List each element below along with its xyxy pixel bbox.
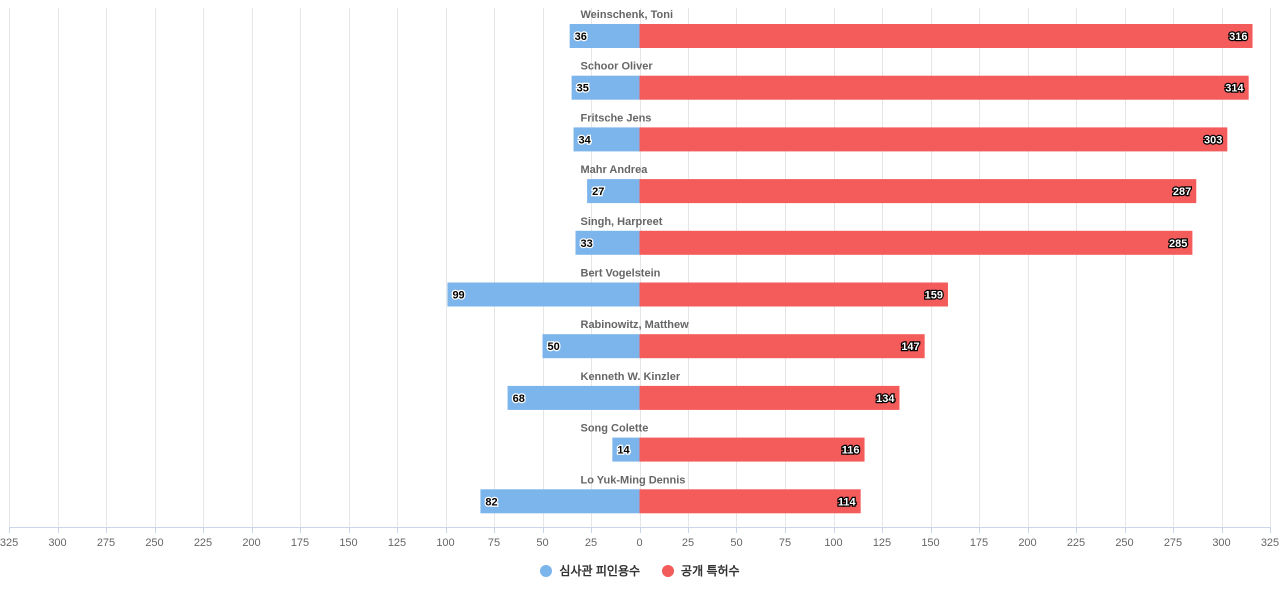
- data-label-published-patents: 303: [1204, 134, 1222, 146]
- category-label: Fritsche Jens: [581, 112, 652, 124]
- category-label: Schoor Oliver: [581, 61, 654, 73]
- category-label: Song Colette: [581, 423, 649, 435]
- data-label-examiner-citations: 50: [548, 341, 560, 353]
- bar-published-patents[interactable]: [639, 334, 925, 359]
- x-tick-label: 175: [970, 537, 988, 549]
- legend-item-published-patents[interactable]: 공개 특허수: [662, 562, 740, 579]
- bar-published-patents[interactable]: [639, 385, 900, 410]
- x-tick-label: 225: [194, 537, 212, 549]
- x-tick-label: 0: [636, 537, 642, 549]
- bar-published-patents[interactable]: [639, 282, 948, 307]
- x-tick-label: 100: [824, 537, 842, 549]
- data-label-published-patents: 134: [876, 393, 895, 405]
- bar-examiner-citations[interactable]: [480, 489, 640, 514]
- bar-examiner-citations[interactable]: [575, 230, 640, 255]
- bar-examiner-citations[interactable]: [587, 179, 640, 204]
- data-label-published-patents: 114: [838, 496, 857, 508]
- x-tick-label: 25: [682, 537, 694, 549]
- category-label: Weinschenk, Toni: [581, 9, 674, 21]
- data-label-examiner-citations: 27: [592, 186, 604, 198]
- x-tick-label: 125: [873, 537, 891, 549]
- x-tick-label: 250: [1115, 537, 1133, 549]
- x-tick-label: 50: [536, 537, 548, 549]
- bar-examiner-citations[interactable]: [612, 437, 640, 462]
- data-label-published-patents: 287: [1173, 186, 1191, 198]
- category-label: Mahr Andrea: [581, 164, 649, 176]
- x-tick-label: 150: [921, 537, 939, 549]
- x-tick-label: 225: [1067, 537, 1085, 549]
- data-label-examiner-citations: 82: [485, 496, 497, 508]
- bar-examiner-citations[interactable]: [571, 75, 640, 100]
- category-label: Rabinowitz, Matthew: [581, 319, 690, 331]
- x-tick-label: 175: [291, 537, 309, 549]
- bar-examiner-citations[interactable]: [447, 282, 640, 307]
- legend: 심사관 피인용수 공개 특허수: [0, 562, 1280, 579]
- bar-published-patents[interactable]: [639, 437, 865, 462]
- data-label-published-patents: 285: [1169, 238, 1187, 250]
- x-tick-label: 275: [1164, 537, 1182, 549]
- legend-dot-red: [662, 564, 675, 577]
- category-label: Kenneth W. Kinzler: [581, 371, 681, 383]
- bar-examiner-citations[interactable]: [507, 385, 640, 410]
- x-tick-label: 300: [48, 537, 66, 549]
- x-tick-label: 75: [488, 537, 500, 549]
- data-label-examiner-citations: 14: [617, 445, 630, 457]
- x-tick-label: 200: [242, 537, 260, 549]
- bar-examiner-citations[interactable]: [573, 127, 640, 152]
- data-label-examiner-citations: 33: [580, 238, 592, 250]
- bar-published-patents[interactable]: [639, 230, 1193, 255]
- data-label-published-patents: 159: [925, 290, 943, 302]
- x-tick-label: 25: [585, 537, 597, 549]
- bar-published-patents[interactable]: [639, 24, 1253, 48]
- bars: [447, 24, 1253, 514]
- x-tick-label: 200: [1018, 537, 1036, 549]
- data-label-examiner-citations: 68: [513, 393, 525, 405]
- data-label-published-patents: 116: [842, 445, 860, 457]
- bar-examiner-citations[interactable]: [569, 24, 640, 48]
- x-tick-label: 150: [339, 537, 357, 549]
- bar-published-patents[interactable]: [639, 75, 1249, 100]
- x-tick-label: 50: [730, 537, 742, 549]
- category-label: Bert Vogelstein: [581, 268, 661, 280]
- bar-examiner-citations[interactable]: [542, 334, 640, 359]
- data-label-published-patents: 314: [1225, 83, 1244, 95]
- bar-published-patents[interactable]: [639, 127, 1228, 152]
- bar-published-patents[interactable]: [639, 489, 861, 514]
- data-label-published-patents: 316: [1229, 31, 1247, 43]
- legend-dot-blue: [540, 564, 553, 577]
- data-label-examiner-citations: 99: [452, 290, 464, 302]
- bar-published-patents[interactable]: [639, 179, 1197, 204]
- legend-item-examiner-citations[interactable]: 심사관 피인용수: [540, 562, 640, 579]
- chart-svg: Weinschenk, Toni 36 316 Schoor Oliver 35 314 F…: [0, 8, 1279, 549]
- legend-label-published-patents: 공개 특허수: [681, 564, 740, 578]
- legend-label-examiner-citations: 심사관 피인용수: [559, 564, 641, 578]
- x-tick-label: 100: [436, 537, 454, 549]
- data-labels: Weinschenk, Toni 36 316 Schoor Oliver 35 314 F…: [451, 9, 1249, 510]
- category-label: Lo Yuk-Ming Dennis: [581, 474, 686, 486]
- x-tick-label: 125: [388, 537, 406, 549]
- category-label: Singh, Harpreet: [581, 216, 663, 228]
- data-label-examiner-citations: 35: [577, 83, 589, 95]
- x-tick-label: 325: [1261, 537, 1279, 549]
- x-axis: 325 300 275 250 225 200 175 150 125 100 75 50 25 0 25 5…: [0, 527, 1279, 549]
- x-tick-label: 325: [0, 537, 18, 549]
- data-label-examiner-citations: 36: [575, 31, 587, 43]
- data-label-examiner-citations: 34: [579, 134, 592, 146]
- x-tick-label: 75: [779, 537, 791, 549]
- x-tick-label: 275: [97, 537, 115, 549]
- x-tick-label: 250: [145, 537, 163, 549]
- data-label-published-patents: 147: [901, 341, 919, 353]
- x-tick-label: 300: [1212, 537, 1230, 549]
